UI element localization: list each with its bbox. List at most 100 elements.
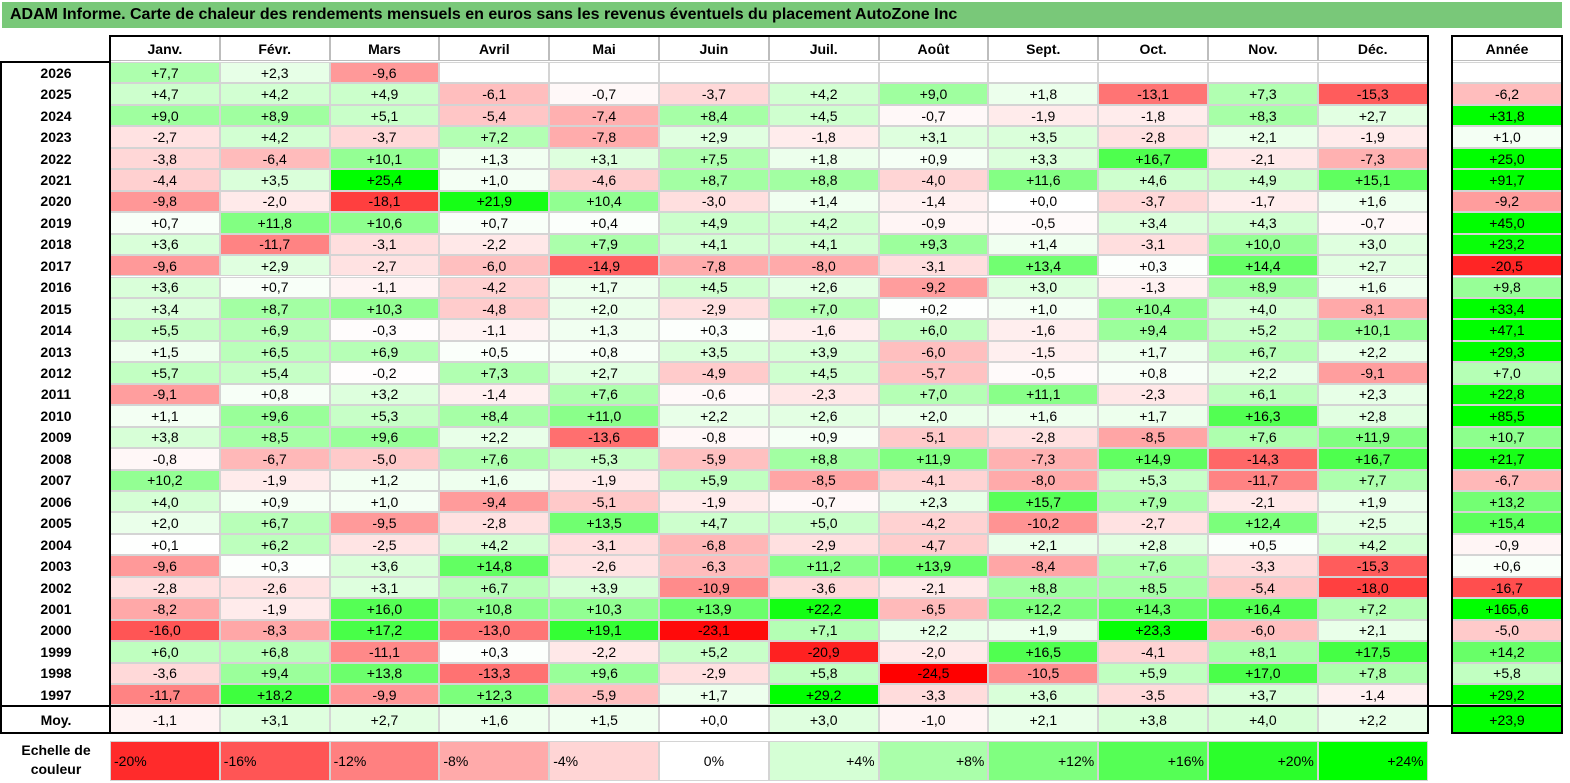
heatmap-cell: +3,6: [110, 233, 220, 256]
heatmap-cell: +11,6: [988, 169, 1099, 191]
heatmap-cell: +2,3: [219, 62, 330, 84]
heatmap-cell: -1,9: [219, 469, 330, 491]
scale-step: +4%: [768, 741, 879, 781]
row-label: 2007: [40, 472, 72, 489]
heatmap-cell: +7,2: [1317, 598, 1428, 620]
heatmap-cell: +4,2: [768, 83, 879, 105]
heatmap-cell: [549, 62, 659, 84]
average-cell: +2,7: [329, 706, 440, 733]
scale-step: +24%: [1317, 741, 1428, 781]
heatmap-cell: +7,9: [1098, 491, 1208, 513]
heatmap-cell: +10,4: [1098, 297, 1208, 320]
heatmap-cell: -1,9: [988, 104, 1099, 127]
row-label: 2017: [40, 257, 72, 274]
average-row-label: Moy.: [40, 711, 72, 728]
chart-title: ADAM Informe. Carte de chaleur des rende…: [2, 2, 1562, 28]
average-cell: +0,0: [659, 706, 769, 733]
heatmap-cell: [1317, 62, 1428, 84]
heatmap-cell: -9,9: [329, 684, 440, 706]
heatmap-cell: +2,1: [1317, 619, 1428, 642]
heatmap-cell: +11,0: [549, 405, 659, 427]
heatmap-cell: -1,7: [1208, 190, 1318, 213]
heatmap-cell: -5,4: [1208, 576, 1318, 599]
heatmap-cell: +8,1: [1208, 641, 1318, 663]
scale-step: 0%: [659, 741, 769, 781]
heatmap-cell: +9,4: [1098, 319, 1208, 341]
heatmap-cell: -0,5: [988, 212, 1099, 234]
heatmap-cell: -1,4: [439, 383, 550, 406]
row-label: 2015: [40, 300, 72, 317]
heatmap-cell: +5,2: [659, 641, 769, 663]
heatmap-cell: +4,7: [659, 512, 769, 534]
heatmap-cell: +13,8: [329, 662, 440, 685]
heatmap-cell: -3,5: [1098, 684, 1208, 706]
year-total-cell: +47,1: [1452, 319, 1562, 341]
heatmap-cell: +3,8: [110, 426, 220, 449]
heatmap-cell: +4,9: [659, 212, 769, 234]
heatmap-cell: +14,9: [1098, 448, 1208, 470]
heatmap-cell: +16,3: [1208, 405, 1318, 427]
heatmap-cell: -9,6: [110, 255, 220, 277]
heatmap-cell: +0,1: [110, 533, 220, 556]
heatmap-cell: -7,8: [549, 126, 659, 148]
heatmap-cell: +0,5: [439, 340, 550, 363]
heatmap-cell: +3,3: [988, 147, 1099, 170]
row-label: 1997: [40, 686, 72, 703]
heatmap-cell: -8,0: [988, 469, 1099, 491]
heatmap-cell: +3,5: [988, 126, 1099, 148]
average-separator: [0, 705, 1563, 707]
heatmap-cell: +2,7: [1317, 104, 1428, 127]
heatmap-cell: +4,5: [768, 362, 879, 384]
heatmap-cell: -9,1: [1317, 362, 1428, 384]
heatmap-cell: +5,9: [659, 469, 769, 491]
heatmap-cell: +4,0: [1208, 297, 1318, 320]
heatmap-cell: -1,1: [329, 276, 440, 298]
heatmap-cell: +8,4: [659, 104, 769, 127]
heatmap-cell: -8,2: [110, 598, 220, 620]
heatmap-cell: +14,8: [439, 555, 550, 577]
heatmap-cell: +1,2: [329, 469, 440, 491]
heatmap-cell: +3,6: [329, 555, 440, 577]
heatmap-cell: +7,7: [110, 62, 220, 84]
heatmap-cell: +2,9: [659, 126, 769, 148]
heatmap-cell: +2,0: [110, 512, 220, 534]
heatmap-cell: +2,8: [1098, 533, 1208, 556]
heatmap-cell: +5,9: [1098, 662, 1208, 685]
heatmap-cell: +25,4: [329, 169, 440, 191]
heatmap-cell: -2,8: [439, 512, 550, 534]
heatmap-cell: -4,6: [549, 169, 659, 191]
heatmap-cell: -5,4: [439, 104, 550, 127]
heatmap-cell: +6,8: [219, 641, 330, 663]
heatmap-cell: -11,7: [110, 684, 220, 706]
month-header: Mai: [549, 36, 659, 61]
heatmap-cell: +10,3: [549, 598, 659, 620]
row-label: 2019: [40, 214, 72, 231]
heatmap-cell: +5,3: [1098, 469, 1208, 491]
heatmap-cell: +13,9: [878, 555, 989, 577]
heatmap-cell: +7,1: [768, 619, 879, 642]
heatmap-cell: -2,1: [1208, 491, 1318, 513]
heatmap-cell: +9,0: [878, 83, 989, 105]
heatmap-cell: -13,3: [439, 662, 550, 685]
year-total-cell: +7,0: [1452, 362, 1562, 384]
year-total-cell: -6,7: [1452, 469, 1562, 491]
heatmap-cell: -3,8: [110, 147, 220, 170]
heatmap-cell: +6,7: [1208, 340, 1318, 363]
heatmap-cell: -2,9: [659, 297, 769, 320]
heatmap-cell: -9,6: [329, 62, 440, 84]
heatmap-cell: -1,9: [219, 598, 330, 620]
heatmap-cell: +5,3: [549, 448, 659, 470]
heatmap-cell: -1,1: [439, 319, 550, 341]
row-label: 2025: [40, 86, 72, 103]
heatmap-cell: +7,6: [1098, 555, 1208, 577]
row-label: 2010: [40, 407, 72, 424]
heatmap-cell: [439, 62, 550, 84]
heatmap-cell: +1,0: [329, 491, 440, 513]
heatmap-cell: -2,1: [878, 576, 989, 599]
row-label: 2013: [40, 343, 72, 360]
heatmap-cell: +12,2: [988, 598, 1099, 620]
heatmap-cell: +0,3: [659, 319, 769, 341]
year-total-cell: +165,6: [1452, 598, 1562, 620]
heatmap-cell: +0,8: [549, 340, 659, 363]
heatmap-cell: +6,9: [329, 340, 440, 363]
